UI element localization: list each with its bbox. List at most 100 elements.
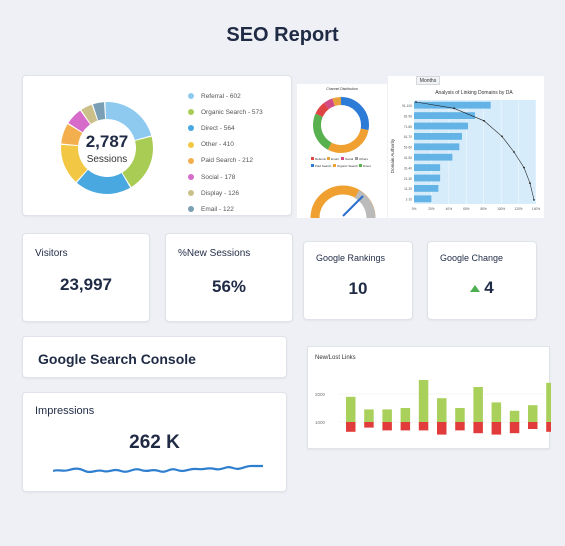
new-links-bar xyxy=(455,408,465,422)
lost-links-bar xyxy=(382,422,392,431)
legend-item: Organic Search - 573 xyxy=(188,104,263,120)
category-label: 71-80 xyxy=(404,125,412,129)
lost-links-bar xyxy=(509,422,520,434)
google-rankings-card: Google Rankings 10 xyxy=(303,241,413,320)
sessions-label: Sessions xyxy=(86,154,128,165)
linking-domains-chart: Analysis of Linking Domains by DA Domain… xyxy=(390,90,540,211)
lost-links-bar xyxy=(346,422,356,432)
lost-links-bar xyxy=(528,422,538,429)
donut-slice xyxy=(105,102,152,141)
svg-text:Social: Social xyxy=(345,157,354,161)
da-bar xyxy=(414,133,462,140)
category-label: 51-60 xyxy=(404,146,412,150)
channel-distribution-title: Channel Distribution xyxy=(326,87,358,91)
trend-up-icon xyxy=(470,285,481,293)
category-label: 21-30 xyxy=(404,177,412,181)
category-label: 31-40 xyxy=(404,166,412,170)
cumulative-point xyxy=(533,198,535,201)
lost-links-bar xyxy=(437,422,447,435)
new-sessions-card: %New Sessions 56% xyxy=(165,233,293,322)
da-bar xyxy=(414,185,439,192)
visitors-card: Visitors 23,997 xyxy=(22,233,150,322)
da-bar xyxy=(414,122,469,130)
linking-domains-panel: Months Analysis of Linking Domains by DA… xyxy=(388,76,544,218)
svg-text:Referral: Referral xyxy=(315,157,326,161)
donut-slice xyxy=(61,124,83,146)
donut-slice xyxy=(81,104,98,124)
cumulative-point xyxy=(501,135,503,138)
lost-links-bar xyxy=(400,422,411,431)
x-tick-label: 100% xyxy=(497,207,505,211)
svg-text:Paid Search: Paid Search xyxy=(315,164,332,168)
new-sessions-value: 56% xyxy=(211,277,247,296)
da-bar xyxy=(414,101,491,109)
search-console-title: Google Search Console xyxy=(38,351,196,367)
da-bar xyxy=(414,195,432,203)
legend-item: Referral - 602 xyxy=(188,88,263,104)
sessions-card: 2,787 Sessions Referral - 602 Organic Se… xyxy=(22,75,292,216)
new-links-bar xyxy=(473,387,483,422)
y-tick-label: 1000 xyxy=(315,420,326,425)
category-label: 11-20 xyxy=(404,187,412,191)
cumulative-line xyxy=(415,101,535,200)
search-console-card: Google Search Console xyxy=(22,336,287,378)
linking-domains-title: Analysis of Linking Domains by DA xyxy=(435,90,513,96)
lost-links-bar xyxy=(491,422,502,435)
visitors-label: Visitors xyxy=(35,248,68,259)
category-label: 41-50 xyxy=(404,156,412,160)
y-tick-label: 2000 xyxy=(315,392,326,397)
legend-item: Display - 126 xyxy=(188,185,263,201)
new-links-bar xyxy=(364,409,374,422)
da-bar xyxy=(414,153,453,161)
impressions-sparkline xyxy=(53,464,263,474)
da-bar xyxy=(414,164,441,171)
x-tick-label: 120% xyxy=(514,207,522,211)
x-tick-label: 80% xyxy=(481,207,488,211)
new-links-bar xyxy=(382,409,392,422)
google-rankings-label: Google Rankings xyxy=(316,253,386,263)
months-tab[interactable]: Months xyxy=(416,76,440,85)
x-tick-label: 20% xyxy=(428,207,435,211)
legend-item: Paid Search - 212 xyxy=(188,153,263,169)
svg-text:Organic Search: Organic Search xyxy=(337,164,358,168)
visitors-value: 23,997 xyxy=(60,275,112,294)
sessions-legend: Referral - 602 Organic Search - 573 Dire… xyxy=(188,88,263,218)
svg-text:Email: Email xyxy=(331,157,339,161)
x-tick-label: 40% xyxy=(446,207,453,211)
category-label: 91-100 xyxy=(402,104,412,108)
donut-slice xyxy=(76,169,131,194)
da-bar xyxy=(414,174,441,182)
new-lost-links-title: New/Lost Links xyxy=(315,355,356,361)
x-tick-label: 140% xyxy=(532,207,540,211)
new-lost-links-card: New/Lost Links 2000 1000 xyxy=(307,346,551,449)
da-bar xyxy=(414,112,475,119)
lost-links-bar xyxy=(418,422,429,431)
cumulative-point xyxy=(523,166,525,169)
svg-text:Direct: Direct xyxy=(363,164,371,168)
google-change-label: Google Change xyxy=(440,253,504,263)
linking-domains-ylabel: Domain Authority xyxy=(390,138,395,173)
svg-text:Others: Others xyxy=(359,157,369,161)
donut-slice xyxy=(68,110,91,133)
impressions-card: Impressions 262 K xyxy=(22,392,287,492)
donut-slice xyxy=(92,102,106,121)
category-label: 81-90 xyxy=(404,114,412,118)
x-tick-label: 60% xyxy=(463,207,470,211)
legend-item: Other - 410 xyxy=(188,137,263,153)
cumulative-point xyxy=(513,151,515,153)
category-label: 1-10 xyxy=(406,198,413,202)
sessions-donut xyxy=(61,102,153,194)
new-links-bar xyxy=(400,408,411,422)
lost-links-bar xyxy=(546,422,551,432)
lost-links-bar xyxy=(473,422,483,434)
cumulative-point xyxy=(483,119,485,122)
google-change-card: Google Change 4 xyxy=(427,241,537,320)
category-label: 61-70 xyxy=(404,135,412,139)
new-lost-links-chart: New/Lost Links 2000 1000 xyxy=(315,355,551,435)
donut-slice xyxy=(61,144,88,182)
cumulative-point xyxy=(453,107,455,110)
lost-links-bar xyxy=(364,422,374,428)
google-change-value: 4 xyxy=(484,278,494,297)
new-links-bar xyxy=(509,410,520,422)
new-links-bar xyxy=(437,398,447,422)
